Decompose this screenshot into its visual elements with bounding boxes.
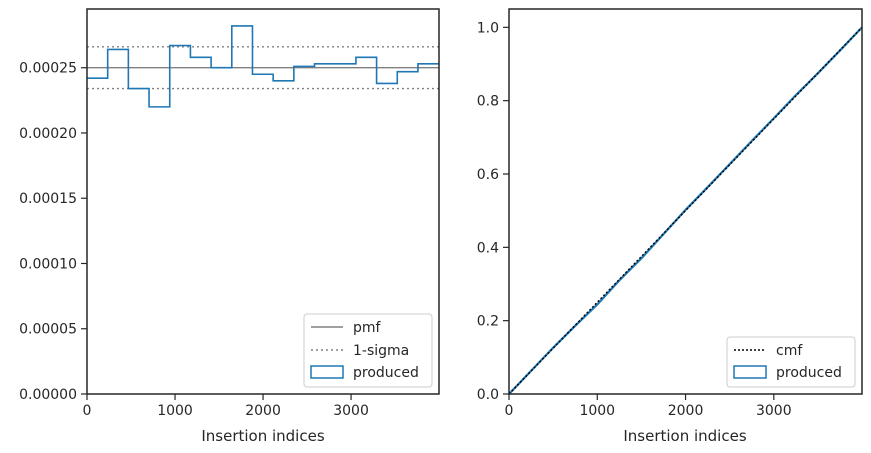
x-tick-label: 2000 — [668, 403, 704, 419]
x-axis-label: Insertion indices — [623, 427, 746, 445]
y-tick-label: 0.2 — [477, 314, 499, 330]
y-tick-label: 0.8 — [477, 94, 499, 110]
plot-area — [509, 9, 862, 394]
y-tick-label: 1.0 — [477, 20, 499, 36]
y-tick-label: 0.00010 — [19, 256, 77, 272]
legend-box — [303, 313, 433, 388]
y-tick-label: 0.00020 — [19, 126, 77, 142]
x-tick-label: 2000 — [245, 403, 281, 419]
legend-produced-label: produced — [353, 365, 419, 381]
y-tick-label: 0.4 — [477, 240, 499, 256]
y-tick-label: 0.00015 — [19, 191, 77, 207]
legend: pmf 1-sigma produced — [303, 313, 433, 388]
legend-cmf-label: cmf — [776, 343, 803, 359]
legend-produced-label: produced — [776, 365, 842, 381]
legend-1-sigma-label: 1-sigma — [353, 343, 409, 359]
y-axis-ticks: 0.0 0.2 0.4 0.6 0.8 1.0 — [477, 20, 509, 403]
series-layer — [87, 25, 439, 108]
y-tick-label: 0.0 — [477, 387, 499, 403]
legend-produced-swatch — [310, 365, 344, 379]
x-axis-ticks: 0 1000 2000 3000 — [505, 394, 792, 419]
cmf-panel: 0 1000 2000 3000 0.0 0.2 0.4 0.6 0.8 1.0 Inserti… — [477, 8, 863, 445]
legend-produced-swatch — [733, 365, 767, 379]
x-tick-label: 1000 — [157, 403, 193, 419]
x-axis-ticks: 0 1000 2000 3000 — [83, 394, 369, 419]
pmf-histogram-panel: 0 1000 2000 3000 0.000000.000050.000100.000… — [19, 8, 440, 445]
y-tick-label: 0.00025 — [19, 61, 77, 77]
x-tick-label: 1000 — [579, 403, 615, 419]
series-cmf-line — [508, 26, 863, 395]
legend: cmf produced — [726, 336, 856, 388]
series-produced-line — [87, 25, 439, 108]
x-tick-label: 0 — [83, 403, 92, 419]
y-tick-label: 0.6 — [477, 167, 499, 183]
legend-pmf-label: pmf — [353, 320, 382, 336]
y-tick-label: 0.00005 — [19, 322, 77, 338]
x-tick-label: 3000 — [333, 403, 369, 419]
x-tick-label: 0 — [505, 403, 514, 419]
y-tick-label: 0.00000 — [19, 387, 77, 403]
x-tick-label: 3000 — [756, 403, 792, 419]
x-axis-label: Insertion indices — [201, 427, 324, 445]
y-axis-ticks: 0.00000 0.00005 0.00010 0.00015 0.00020 0.000… — [19, 61, 87, 403]
series-layer — [508, 26, 863, 395]
